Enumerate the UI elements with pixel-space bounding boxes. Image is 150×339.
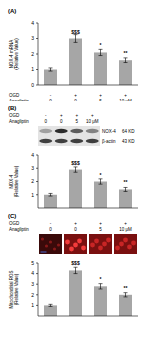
svg-text:NOX-4: NOX-4 <box>102 129 116 134</box>
svg-text:3: 3 <box>31 281 34 287</box>
svg-text:2: 2 <box>31 51 34 57</box>
svg-text:+: + <box>99 221 102 226</box>
svg-text:1: 1 <box>31 192 34 198</box>
svg-text:-: - <box>50 221 52 226</box>
svg-text:2: 2 <box>31 178 34 184</box>
svg-text:OGD: OGD <box>9 113 20 118</box>
svg-text:+: + <box>99 93 102 98</box>
svg-text:*: * <box>100 172 102 178</box>
svg-text:0: 0 <box>60 119 63 124</box>
svg-text:-: - <box>45 113 47 118</box>
svg-text:OGD: OGD <box>9 221 20 226</box>
svg-text:10 μM: 10 μM <box>119 227 132 232</box>
svg-text:2: 2 <box>31 292 34 298</box>
svg-text:(Relative Value): (Relative Value) <box>14 38 19 70</box>
svg-text:**: ** <box>124 179 128 185</box>
svg-text:43 KD: 43 KD <box>122 139 135 144</box>
svg-text:NOX-4 mRNA: NOX-4 mRNA <box>9 40 14 68</box>
svg-text:10 μM: 10 μM <box>86 119 99 124</box>
svg-text:(Relative Value): (Relative Value) <box>14 273 19 305</box>
svg-text:β-actin: β-actin <box>102 139 116 144</box>
svg-text:+: + <box>75 113 78 118</box>
html-text:(B): (B) <box>8 105 17 111</box>
svg-text:OGD: OGD <box>9 93 20 98</box>
svg-text:+: + <box>74 221 77 226</box>
svg-text:4: 4 <box>31 270 34 276</box>
svg-text:*: * <box>100 42 102 48</box>
svg-text:0: 0 <box>44 119 47 124</box>
svg-text:**: ** <box>124 50 128 56</box>
svg-text:5: 5 <box>99 99 102 101</box>
html-text:(A): (A) <box>8 8 17 14</box>
svg-text:Mitochondrial ROS: Mitochondrial ROS <box>9 271 14 309</box>
svg-text:4: 4 <box>31 152 34 158</box>
svg-text:1: 1 <box>31 302 34 308</box>
svg-text:+: + <box>124 93 127 98</box>
svg-text:+: + <box>74 93 77 98</box>
svg-text:$$$: $$$ <box>71 29 80 35</box>
svg-text:-: - <box>50 93 52 98</box>
svg-text:Anagliptin: Anagliptin <box>9 119 29 124</box>
svg-text:1: 1 <box>31 66 34 72</box>
svg-text:5: 5 <box>31 260 34 266</box>
svg-text:5: 5 <box>75 119 78 124</box>
svg-text:+: + <box>91 113 94 118</box>
svg-text:$$$: $$$ <box>71 160 80 166</box>
svg-text:0: 0 <box>74 99 77 101</box>
svg-text:*: * <box>100 276 102 282</box>
svg-text:0: 0 <box>49 227 52 232</box>
svg-text:10 μM: 10 μM <box>119 99 132 101</box>
svg-text:NOX-4: NOX-4 <box>9 174 14 188</box>
svg-text:+: + <box>124 221 127 226</box>
svg-text:Anagliptin: Anagliptin <box>9 99 29 101</box>
svg-text:$$$: $$$ <box>71 260 80 266</box>
svg-text:(Relative Value): (Relative Value) <box>14 165 19 197</box>
svg-text:3: 3 <box>31 35 34 41</box>
svg-text:3: 3 <box>31 165 34 171</box>
svg-text:0: 0 <box>31 82 34 88</box>
svg-text:+: + <box>60 113 63 118</box>
svg-text:**: ** <box>124 285 128 291</box>
svg-text:0: 0 <box>49 99 52 101</box>
html-text:(C): (C) <box>8 213 17 219</box>
svg-text:64 KD: 64 KD <box>122 129 135 134</box>
svg-text:5: 5 <box>99 227 102 232</box>
svg-text:0: 0 <box>74 227 77 232</box>
svg-text:4: 4 <box>31 20 34 26</box>
svg-text:Anagliptin: Anagliptin <box>9 227 29 232</box>
